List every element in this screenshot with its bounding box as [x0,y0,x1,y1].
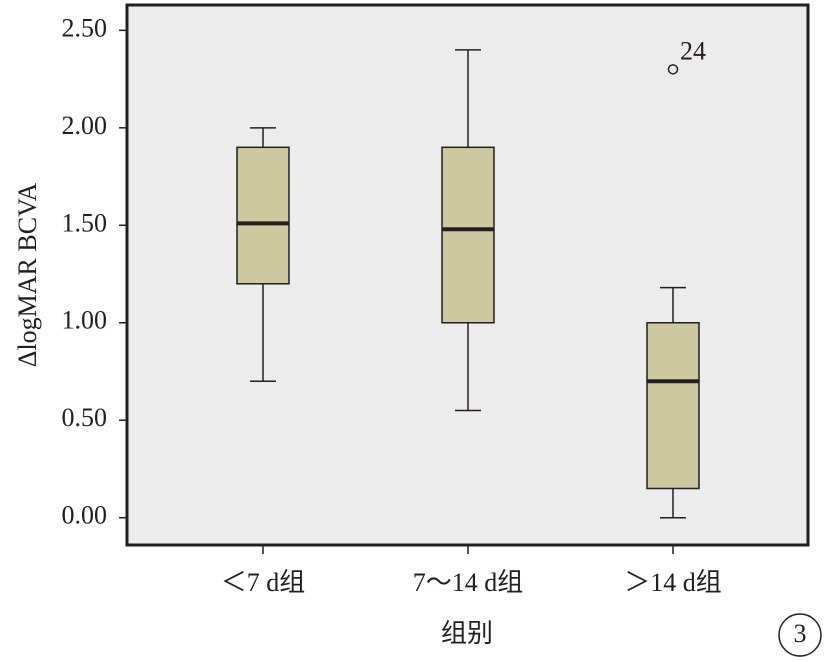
panel-label: 3 [794,619,807,648]
plot-frame [125,3,810,547]
outlier [667,64,679,75]
x-axis-label: 组别 [441,619,493,648]
x-tick-label: ＜7 d组 [221,568,306,597]
y-tick-label: 0.00 [62,501,108,530]
y-tick-label: 2.50 [62,13,108,42]
y-tick-label: 1.50 [62,208,108,237]
outlier-label: 24 [680,36,706,65]
box [441,146,495,324]
box [646,322,700,490]
panel-circle [778,613,822,657]
y-tick-label: 0.50 [62,403,108,432]
box [236,146,290,285]
y-tick-label: 1.00 [62,306,108,335]
x-tick-label: 7～14 d组 [413,568,524,597]
x-tick-label: ＞14 d组 [624,568,722,597]
y-axis-label: ΔlogMAR BCVA [13,183,42,368]
y-tick-label: 2.00 [62,111,108,140]
